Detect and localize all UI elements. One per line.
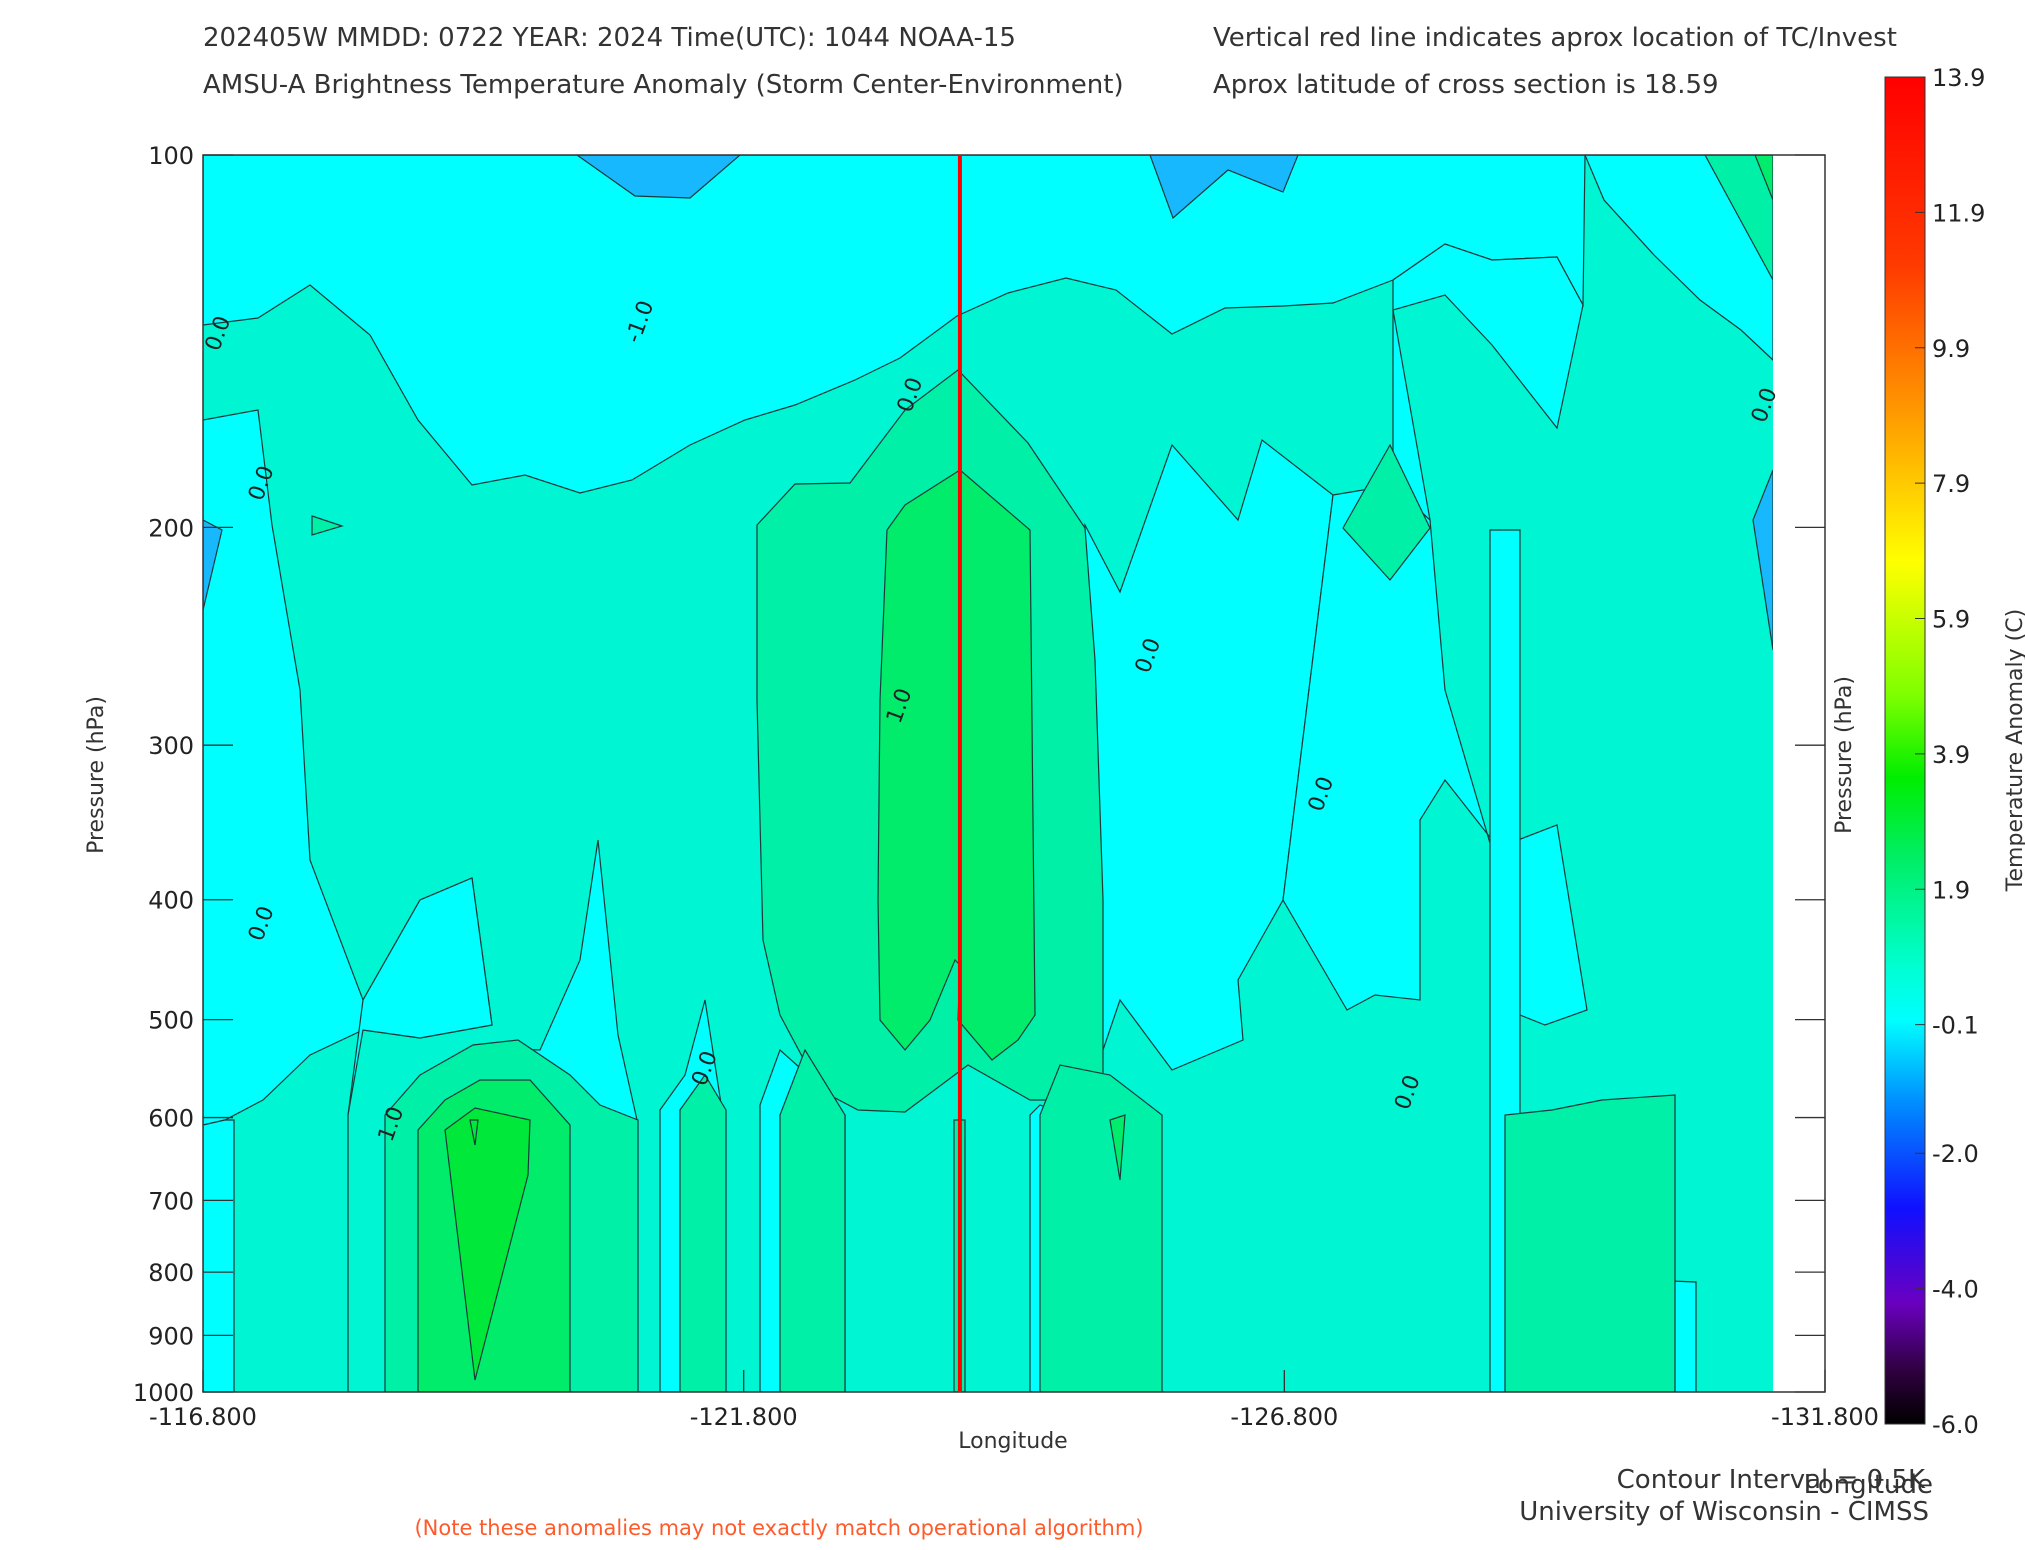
y-tick-label: 1000	[133, 1379, 194, 1407]
band-neg-right-edge	[1752, 469, 1773, 651]
band-top-right-corner	[1704, 155, 1773, 281]
x-tick-label: -121.800	[690, 1403, 798, 1431]
x-axis-ticks: -116.800 -121.800 -126.800 -131.800	[149, 1370, 1879, 1431]
band-two-lower-left	[444, 1107, 531, 1381]
band-one-strip-b	[779, 1048, 846, 1392]
colorbar-tick-label: -2.0	[1932, 1140, 1979, 1168]
contour-interval: Contour Interval = 0.5K	[1617, 1465, 1926, 1495]
band-zero-upper-right	[1584, 155, 1773, 361]
band-two-spike	[469, 1119, 479, 1146]
y-tick-label: 100	[148, 142, 194, 170]
longitude-right-label: Longitude	[1804, 1470, 1933, 1500]
colorbar-tick-label: 13.9	[1932, 64, 1985, 92]
colorbar	[1884, 76, 1926, 1425]
band-one-spike-right	[1109, 1114, 1126, 1181]
header-line1-right: Vertical red line indicates aprox locati…	[1213, 23, 1897, 53]
colorbar-ticks: 13.9 11.9 9.9 7.9 5.9 3.9 1.9 -0.1 -2.0 -4.0 -6.0	[1915, 64, 1985, 1439]
x-axis-label: Longitude	[958, 1429, 1067, 1454]
header-line2-left: AMSU-A Brightness Temperature Anomaly (S…	[203, 70, 1124, 100]
y-axis-ticks: 100 200 300 400 500 600 700 800 900 1000	[133, 142, 1825, 1407]
y-axis-label-right: Pressure (hPa)	[1832, 676, 1857, 834]
algorithm-note: (Note these anomalies may not exactly ma…	[414, 1516, 1143, 1540]
colorbar-tick-label: 9.9	[1932, 335, 1970, 363]
band-zero-mid-left-strip	[347, 877, 493, 1392]
colorbar-tick-label: 3.9	[1932, 741, 1970, 769]
colorbar-tick-label: -4.0	[1932, 1276, 1979, 1304]
y-tick-label: 300	[148, 732, 194, 760]
plot-right-blank	[1773, 155, 1825, 1392]
band-zero-right-upper	[1392, 243, 1584, 522]
y-tick-label: 600	[148, 1105, 194, 1133]
y-tick-label: 900	[148, 1322, 194, 1350]
band-one-triangle-left	[311, 515, 344, 536]
contour-field	[203, 155, 1773, 1392]
colorbar-tick-label: -0.1	[1932, 1012, 1979, 1040]
band-one-strip-a	[679, 1073, 727, 1392]
header-line2-right: Aprox latitude of cross section is 18.59	[1213, 70, 1719, 100]
colorbar-tick-label: -6.0	[1932, 1411, 1979, 1439]
band-top-right-corner-green	[1754, 155, 1773, 201]
x-tick-label: -116.800	[149, 1403, 257, 1431]
institution: University of Wisconsin - CIMSS	[1519, 1497, 1929, 1527]
y-tick-label: 500	[148, 1007, 194, 1035]
band-one-right	[1504, 1094, 1676, 1392]
y-tick-label: 400	[148, 887, 194, 915]
header-line1-left: 202405W MMDD: 0722 YEAR: 2024 Time(UTC):…	[203, 23, 1016, 53]
colorbar-tick-label: 11.9	[1932, 199, 1985, 227]
y-tick-label: 800	[148, 1259, 194, 1287]
x-tick-label: -126.800	[1230, 1403, 1338, 1431]
plot-frame	[202, 154, 1826, 1393]
contour-labels: 0.00.00.0-1.00.01.00.00.00.01.00.00.0	[201, 297, 1783, 1144]
band-neg-left-edge	[203, 519, 223, 611]
band-neg-top-b	[1149, 155, 1299, 220]
band-zero-left-lower	[203, 1119, 235, 1392]
band-one-mid-right	[1039, 1064, 1163, 1392]
colorbar-tick-label: 7.9	[1932, 470, 1970, 498]
x-tick-label: -131.800	[1771, 1403, 1879, 1431]
colorbar-label: Temperature Anomaly (C)	[2003, 609, 2025, 892]
band-neg-top-a	[575, 155, 741, 199]
y-tick-label: 700	[148, 1187, 194, 1215]
band-one-ridge	[1342, 443, 1431, 581]
y-tick-label: 200	[148, 514, 194, 542]
colorbar-tick-label: 5.9	[1932, 606, 1970, 634]
colorbar-tick-label: 1.9	[1932, 876, 1970, 904]
y-axis-label: Pressure (hPa)	[84, 696, 109, 854]
